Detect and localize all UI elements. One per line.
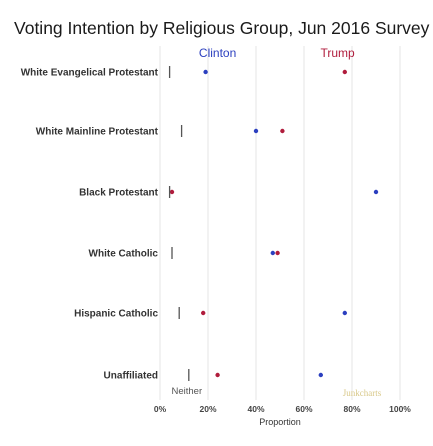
dot-clinton [342,310,347,316]
series-header-trump: Trump [320,46,355,60]
dot-trump [275,250,280,256]
dot-clinton [203,69,208,75]
x-axis-title: Proportion [259,417,301,427]
category-label: Hispanic Catholic [74,309,158,320]
series-header-clinton: Clinton [199,46,236,60]
dot-trump [169,189,175,195]
dot-clinton [253,128,259,134]
x-tick-label: 60% [295,404,312,414]
series-headers: Clinton Trump [199,46,355,60]
category-label: White Mainline Protestant [36,127,159,138]
neither-label: Neither [171,386,202,397]
x-tick-label: 40% [247,404,264,414]
dot-clinton [318,372,323,378]
x-tick-label: 100% [389,404,411,414]
grid-lines [159,46,401,400]
category-label: Black Protestant [79,188,159,199]
chart-title: Voting Intention by Religious Group, Jun… [14,18,430,38]
category-label: White Catholic [89,249,159,260]
dot-clinton [270,250,275,256]
category-label: Unaffiliated [104,371,158,382]
data-marks: Neither Junkcharts [168,66,382,398]
dot-trump [280,128,285,134]
category-label: White Evangelical Protestant [21,68,159,79]
dot-trump [342,69,347,75]
credit-label: Junkcharts [343,388,382,398]
x-tick-label: 0% [154,404,167,414]
x-tick-label: 20% [199,404,216,414]
category-labels: White Evangelical Protestant White Mainli… [21,68,159,382]
x-tick-label: 80% [343,404,360,414]
dot-trump [201,310,206,316]
dot-clinton [373,189,379,195]
dot-trump [215,372,220,378]
x-axis: 0% 20% 40% 60% 80% 100% Proportion [154,404,411,427]
